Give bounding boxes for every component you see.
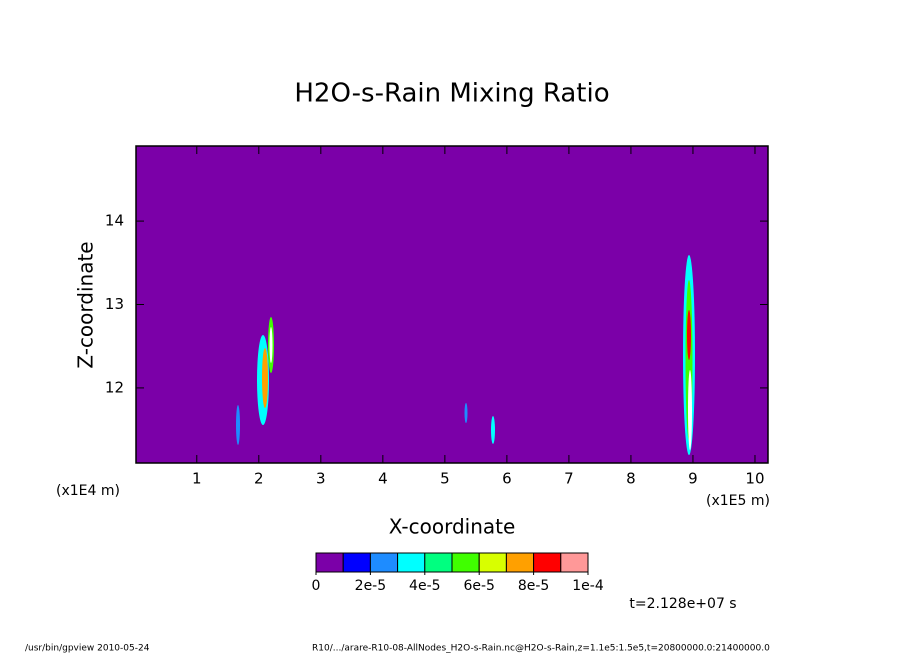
colorbar-box bbox=[505, 552, 535, 573]
x-tick-label: 9 bbox=[688, 470, 698, 488]
colorbar-tick-label: 1e-4 bbox=[572, 578, 604, 594]
chart-title: H2O-s-Rain Mixing Ratio bbox=[294, 79, 609, 109]
y-tick-label: 14 bbox=[105, 212, 124, 230]
y-tick-label: 13 bbox=[105, 295, 124, 313]
y-axis-label: Z-coordinate bbox=[74, 241, 98, 368]
x-tick-label: 1 bbox=[192, 470, 202, 488]
x-tick-label: 6 bbox=[502, 470, 512, 488]
rain-region bbox=[491, 416, 495, 444]
colorbar-box bbox=[533, 552, 562, 573]
rain-region bbox=[464, 403, 468, 423]
rain-region bbox=[262, 348, 268, 408]
rain-regions bbox=[236, 255, 695, 455]
colorbar-box bbox=[560, 552, 589, 573]
colorbar-box bbox=[397, 552, 426, 573]
x-tick-label: 3 bbox=[316, 470, 326, 488]
colorbar-box bbox=[315, 552, 344, 573]
footer-left: /usr/bin/gpview 2010-05-24 bbox=[25, 644, 150, 654]
x-axis-label: X-coordinate bbox=[389, 515, 516, 539]
x-tick-label: 4 bbox=[378, 470, 388, 488]
y-unit: (x1E4 m) bbox=[56, 483, 120, 499]
colorbar-box bbox=[478, 552, 507, 573]
colorbar-tick-label: 8e-5 bbox=[518, 578, 549, 594]
time-label: t=2.128e+07 s bbox=[629, 596, 736, 612]
colorbar-tick-label: 4e-5 bbox=[409, 578, 440, 594]
x-tick-label: 10 bbox=[745, 470, 764, 488]
x-tick-label: 8 bbox=[626, 470, 636, 488]
colorbar-box bbox=[451, 552, 480, 573]
colorbar-tick-label: 2e-5 bbox=[355, 578, 386, 594]
y-tick-label: 12 bbox=[105, 378, 124, 396]
x-tick-label: 7 bbox=[564, 470, 574, 488]
rain-region bbox=[236, 405, 240, 445]
colorbar-tick-label: 0 bbox=[312, 578, 321, 594]
rain-region bbox=[687, 310, 691, 360]
x-unit: (x1E5 m) bbox=[706, 493, 770, 509]
rain-region bbox=[269, 327, 273, 363]
plot-background bbox=[136, 146, 768, 463]
colorbar-box bbox=[369, 552, 399, 573]
colorbar-box bbox=[342, 552, 371, 573]
x-tick-label: 5 bbox=[440, 470, 450, 488]
colorbar-tick-label: 6e-5 bbox=[463, 578, 494, 594]
footer-right: R10/.../arare-R10-08-AllNodes_H2O-s-Rain… bbox=[312, 644, 770, 654]
colorbar-box bbox=[424, 552, 453, 573]
rain-region bbox=[688, 370, 692, 450]
x-tick-label: 2 bbox=[254, 470, 264, 488]
